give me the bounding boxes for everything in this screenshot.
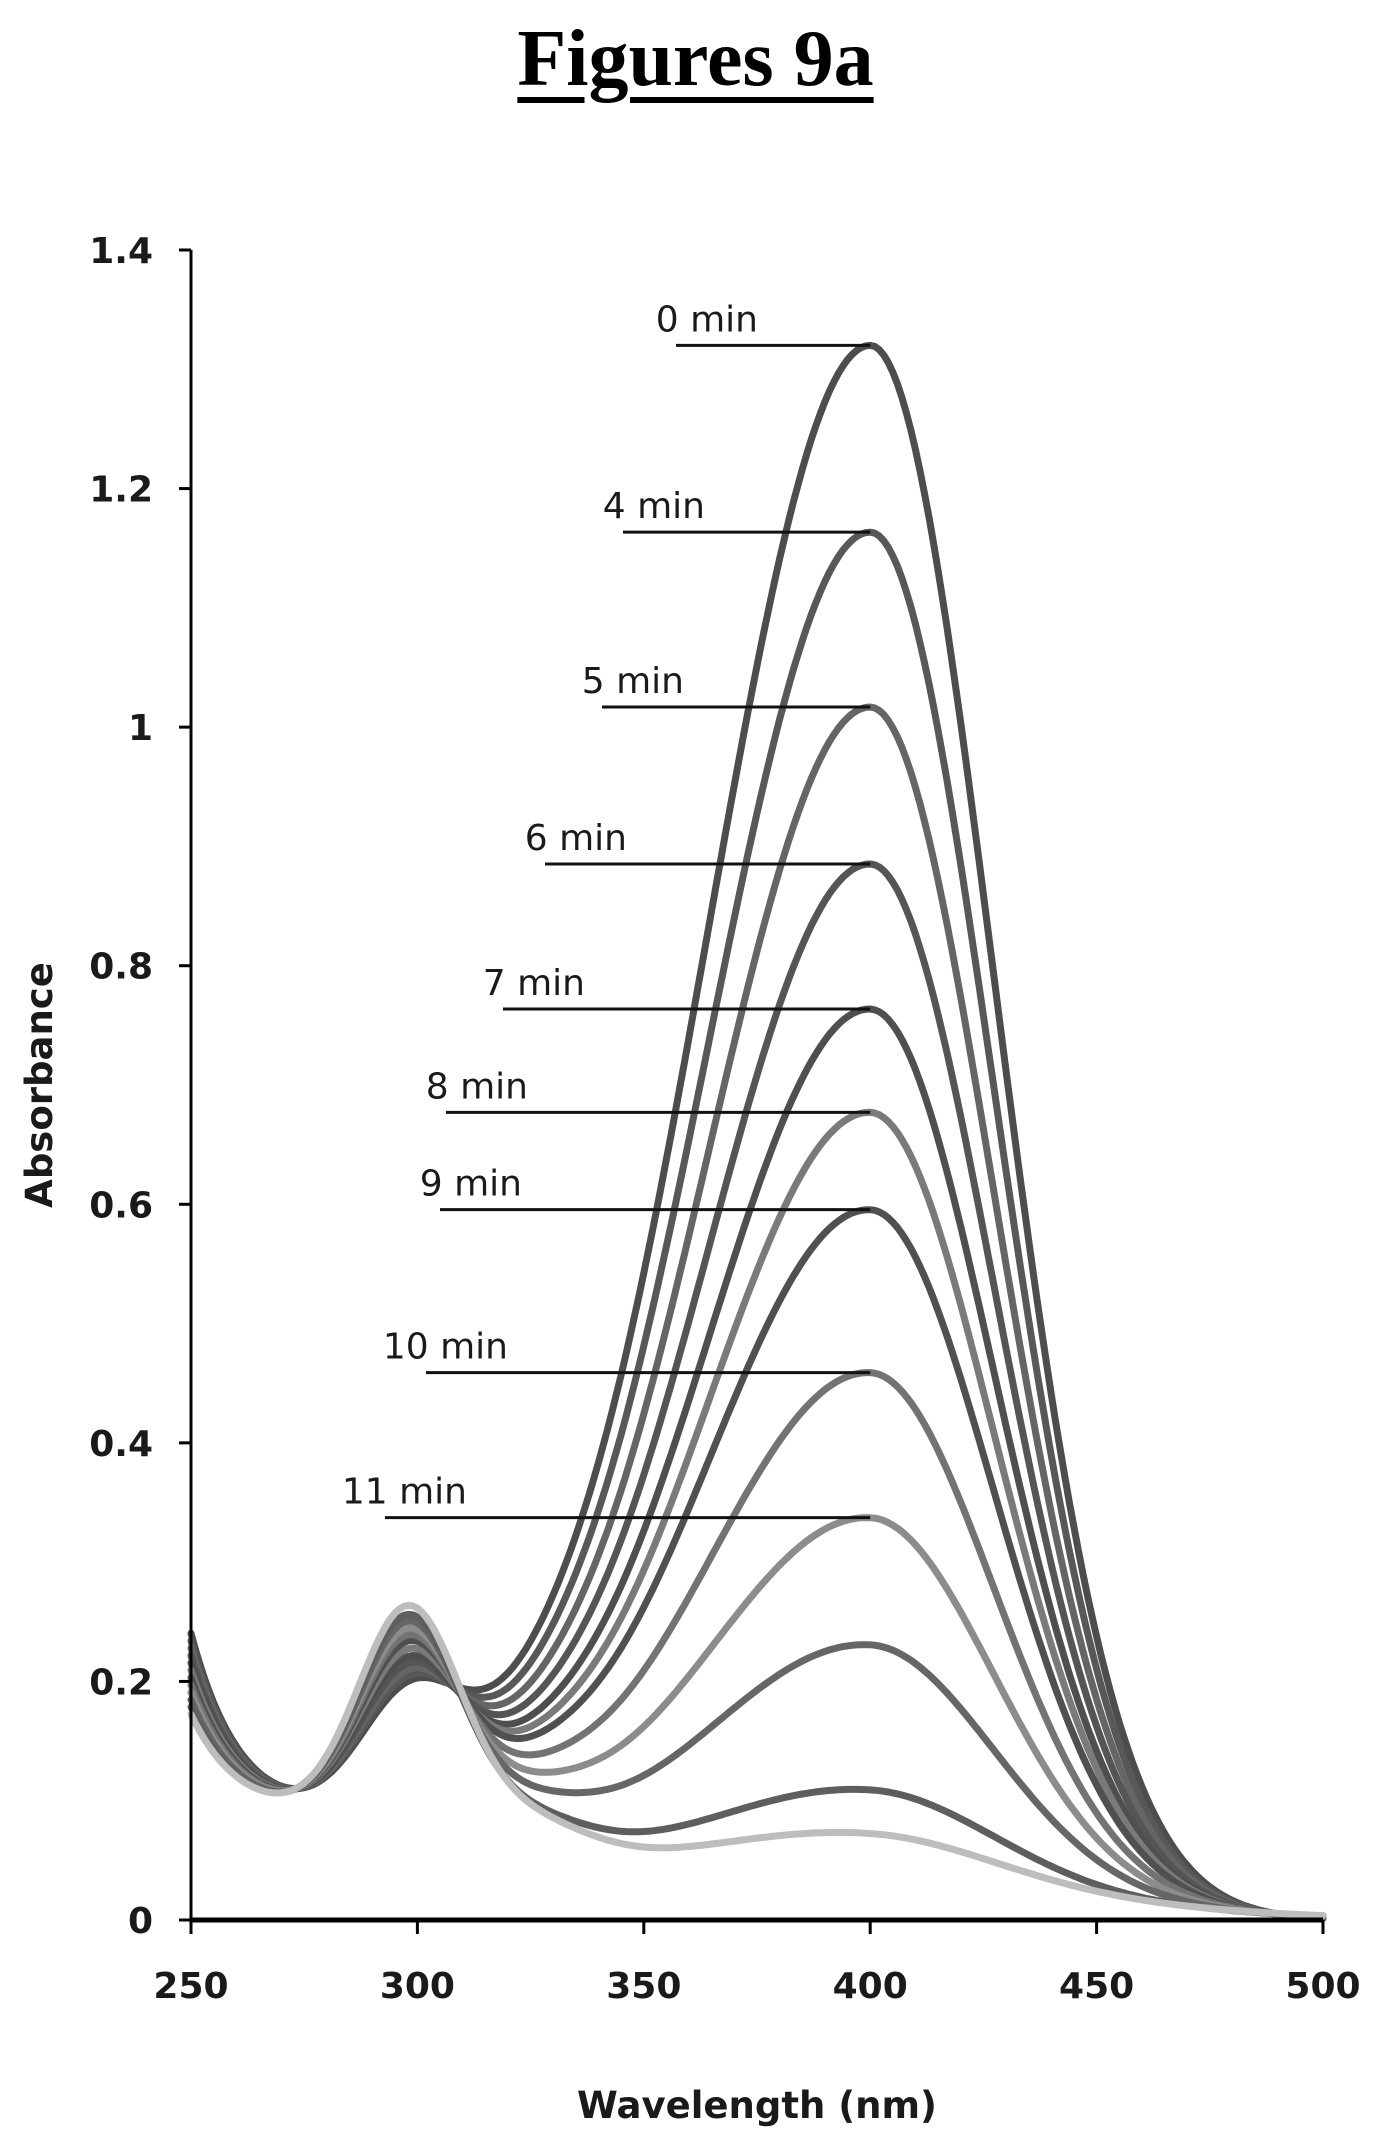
annotation-7-min: 7 min <box>483 963 585 1004</box>
y-tick-label: 0.4 <box>89 1424 153 1465</box>
y-tick-label: 0.8 <box>89 947 153 988</box>
curves-group <box>187 341 1327 1922</box>
x-tick-label: 500 <box>1285 1966 1360 2007</box>
figure-title: Figures 9a <box>517 15 874 103</box>
x-tick-label: 250 <box>153 1966 228 2007</box>
x-tick-label: 400 <box>833 1966 908 2007</box>
series-line-unlabeled-11 <box>187 1601 1327 1919</box>
series-line-8-min <box>187 1108 1327 1921</box>
annotation-10-min: 10 min <box>383 1327 508 1368</box>
x-tick-label: 300 <box>380 1966 455 2007</box>
y-tick-label: 0 <box>128 1901 153 1942</box>
x-tick-label: 350 <box>606 1966 681 2007</box>
annotation-6-min: 6 min <box>525 818 627 859</box>
annotation-4-min: 4 min <box>603 486 705 527</box>
annotation-5-min: 5 min <box>582 661 684 702</box>
series-line-6-min <box>187 860 1327 1922</box>
series-line-7-min <box>187 1005 1327 1921</box>
annotation-8-min: 8 min <box>426 1066 528 1107</box>
y-tick-label: 1.2 <box>89 470 153 511</box>
x-axis-title: Wavelength (nm) <box>577 2084 937 2127</box>
y-tick-label: 0.2 <box>89 1662 153 1703</box>
x-tick-label: 450 <box>1059 1966 1134 2007</box>
annotation-9-min: 9 min <box>420 1164 522 1205</box>
x-ticks-group: 250 300 350 400 450 500 <box>153 1920 1361 2007</box>
axes-group <box>189 250 1323 1923</box>
y-ticks-group: 0 0.2 0.4 0.6 0.8 1 1.2 1.4 <box>89 231 191 1942</box>
y-tick-label: 1 <box>128 708 153 749</box>
y-tick-label: 0.6 <box>89 1185 153 1226</box>
annotation-11-min: 11 min <box>342 1472 467 1513</box>
annotation-0-min: 0 min <box>656 299 758 340</box>
y-axis-title: Absorbance <box>18 962 61 1208</box>
annotations-group: 0 min 4 min 5 min 6 min 7 min 8 min 9 min 10 mi… <box>342 299 871 1520</box>
y-tick-label: 1.4 <box>89 231 153 272</box>
